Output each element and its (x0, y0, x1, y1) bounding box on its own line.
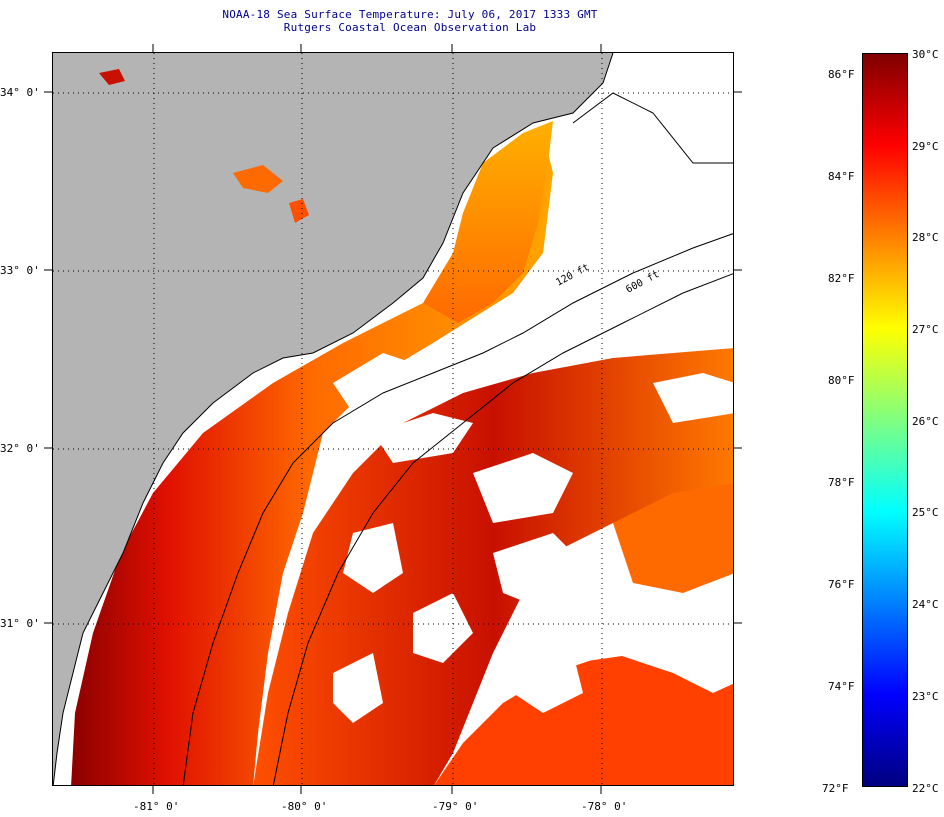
sound-area (573, 93, 733, 303)
colorbar-f-label: 74°F (828, 680, 855, 693)
colorbar-f-label: 84°F (828, 170, 855, 183)
colorbar-c-label: 25°C (912, 506, 939, 519)
contour-600ft (272, 273, 733, 785)
colorbar-c-label: 22°C (912, 782, 939, 795)
lat-label-32: 32° 0' (0, 442, 40, 455)
sst-map-graphic: 120 ft 600 ft (53, 53, 733, 785)
colorbar-c-label: 28°C (912, 231, 939, 244)
sst-coastal-band (71, 133, 553, 785)
colorbar-c-label: 24°C (912, 598, 939, 611)
colorbar-c-label: 23°C (912, 690, 939, 703)
contour-120ft (182, 233, 733, 785)
colorbar-f-label: 76°F (828, 578, 855, 591)
colorbar-c-label: 30°C (912, 48, 939, 61)
inland-lake (289, 199, 309, 223)
sst-east-patch (613, 483, 733, 593)
cloud-patch (653, 373, 733, 423)
colorbar-c-label: 29°C (912, 140, 939, 153)
colorbar-f-label: 78°F (828, 476, 855, 489)
lat-label-31: 31° 0' (0, 617, 40, 630)
coastline (53, 53, 614, 785)
cloud-patch (333, 653, 383, 723)
colorbar-c-label: 26°C (912, 415, 939, 428)
colorbar-f-label: 80°F (828, 374, 855, 387)
colorbar-c-label: 27°C (912, 323, 939, 336)
temperature-colorbar (862, 53, 908, 787)
sst-northern-band (423, 121, 553, 323)
sst-southeast-patch (434, 653, 733, 785)
map-title: NOAA-18 Sea Surface Temperature: July 06… (222, 8, 598, 21)
map-subtitle: Rutgers Coastal Ocean Observation Lab (283, 21, 537, 34)
cloud-patch (413, 593, 473, 663)
sst-map: 120 ft 600 ft (52, 52, 734, 786)
lat-label-34: 34° 0' (0, 86, 40, 99)
lat-label-33: 33° 0' (0, 264, 40, 277)
cloud-patch (553, 593, 653, 663)
lon-label-78: -78° 0' (581, 800, 628, 813)
inland-lake (99, 69, 125, 85)
land-mainland (53, 53, 613, 785)
colorbar-f-label: 82°F (828, 272, 855, 285)
cloud-patch (513, 653, 583, 713)
lon-label-81: -81° 0' (133, 800, 180, 813)
colorbar-f-label: 86°F (828, 68, 855, 81)
cloud-patch (333, 353, 413, 413)
cloud-patch (473, 453, 573, 523)
cloud-patch (343, 523, 403, 593)
cloud-patch (373, 413, 473, 463)
colorbar-f-label: 72°F (822, 782, 849, 795)
inland-lake (233, 165, 283, 193)
graticule (53, 53, 733, 785)
cloud-patch (493, 533, 583, 613)
lon-label-79: -79° 0' (432, 800, 479, 813)
lon-label-80: -80° 0' (281, 800, 328, 813)
sound-coastline (572, 92, 733, 164)
